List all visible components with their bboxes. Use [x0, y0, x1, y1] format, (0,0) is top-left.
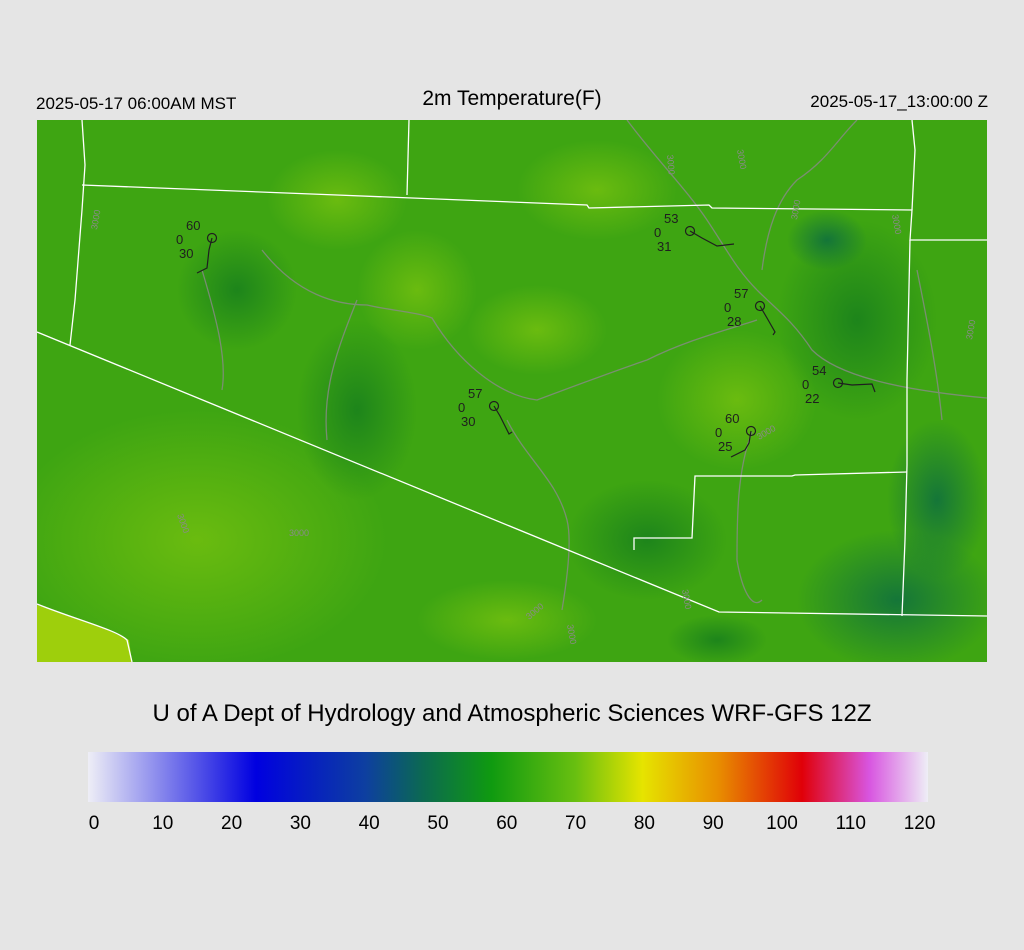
colorbar-tick-label: 50 — [427, 813, 449, 834]
station-calm-wind: 0 — [654, 225, 661, 240]
contour-label: 3000 — [680, 589, 693, 610]
wind-barb — [837, 382, 876, 393]
temperature-shading — [37, 140, 987, 662]
station-dewpoint: 28 — [727, 314, 741, 329]
station-temperature: 60 — [186, 218, 200, 233]
contour-label: 3000 — [964, 319, 977, 340]
station-dewpoint: 31 — [657, 239, 671, 254]
station-circle — [684, 225, 696, 237]
contour-label: 3000 — [789, 199, 802, 220]
wind-barb — [759, 305, 776, 336]
local-time-label: 2025-05-17 06:00AM MST — [36, 94, 237, 113]
colorbar-tick-label: 60 — [496, 813, 518, 834]
station-dewpoint: 22 — [805, 391, 819, 406]
station-circle — [206, 232, 218, 244]
station-calm-wind: 0 — [802, 377, 809, 392]
station-dewpoint: 30 — [461, 414, 475, 429]
map-title: 2m Temperature(F) — [422, 87, 602, 110]
wind-barb — [493, 405, 513, 435]
contour-label: 3000 — [89, 209, 102, 230]
colorbar-tick-label: 0 — [88, 813, 100, 834]
colorbar-tick-label: 120 — [903, 813, 936, 834]
station-temperature: 54 — [812, 363, 826, 378]
colorbar-tick-label: 40 — [358, 813, 380, 834]
colorbar-tick-label: 110 — [835, 813, 866, 834]
station-circle — [832, 377, 844, 389]
temperature-colorbar — [88, 752, 928, 802]
station-circle — [754, 300, 766, 312]
wind-barb — [689, 230, 735, 247]
station-calm-wind: 0 — [176, 232, 183, 247]
contour-label: 3000 — [890, 214, 903, 235]
station-calm-wind: 0 — [724, 300, 731, 315]
terrain-contours — [201, 120, 987, 611]
station-temperature: 60 — [725, 411, 739, 426]
station-temperature: 57 — [468, 386, 482, 401]
contour-label: 3000 — [289, 528, 309, 538]
wind-barb — [196, 237, 213, 274]
contour-label: 3000 — [665, 154, 677, 175]
colorbar-tick-label: 100 — [766, 813, 798, 834]
colorbar-tick-label: 20 — [221, 813, 243, 834]
station-calm-wind: 0 — [458, 400, 465, 415]
station-dewpoint: 25 — [718, 439, 732, 454]
contour-label: 3000 — [565, 624, 578, 645]
credit-line: U of A Dept of Hydrology and Atmospheric… — [152, 700, 872, 727]
station-circle — [488, 400, 500, 412]
contour-label: 3000 — [735, 149, 748, 170]
colorbar-tick-label: 70 — [565, 813, 587, 834]
wind-barb — [730, 430, 752, 458]
station-temperature: 57 — [734, 286, 748, 301]
utc-time-label: 2025-05-17_13:00:00 Z — [810, 92, 988, 111]
temperature-map: 3000 3000 3000 3000 3000 3000 3000 3000 … — [37, 120, 987, 662]
political-boundaries — [37, 120, 987, 662]
station-calm-wind: 0 — [715, 425, 722, 440]
colorbar-tick-label: 90 — [702, 813, 724, 834]
station-dewpoint: 30 — [179, 246, 193, 261]
colorbar-tick-label: 10 — [152, 813, 174, 834]
colorbar-tick-label: 80 — [633, 813, 655, 834]
station-temperature: 53 — [664, 211, 678, 226]
station-circle — [745, 425, 757, 437]
colorbar-tick-label: 30 — [289, 813, 311, 834]
